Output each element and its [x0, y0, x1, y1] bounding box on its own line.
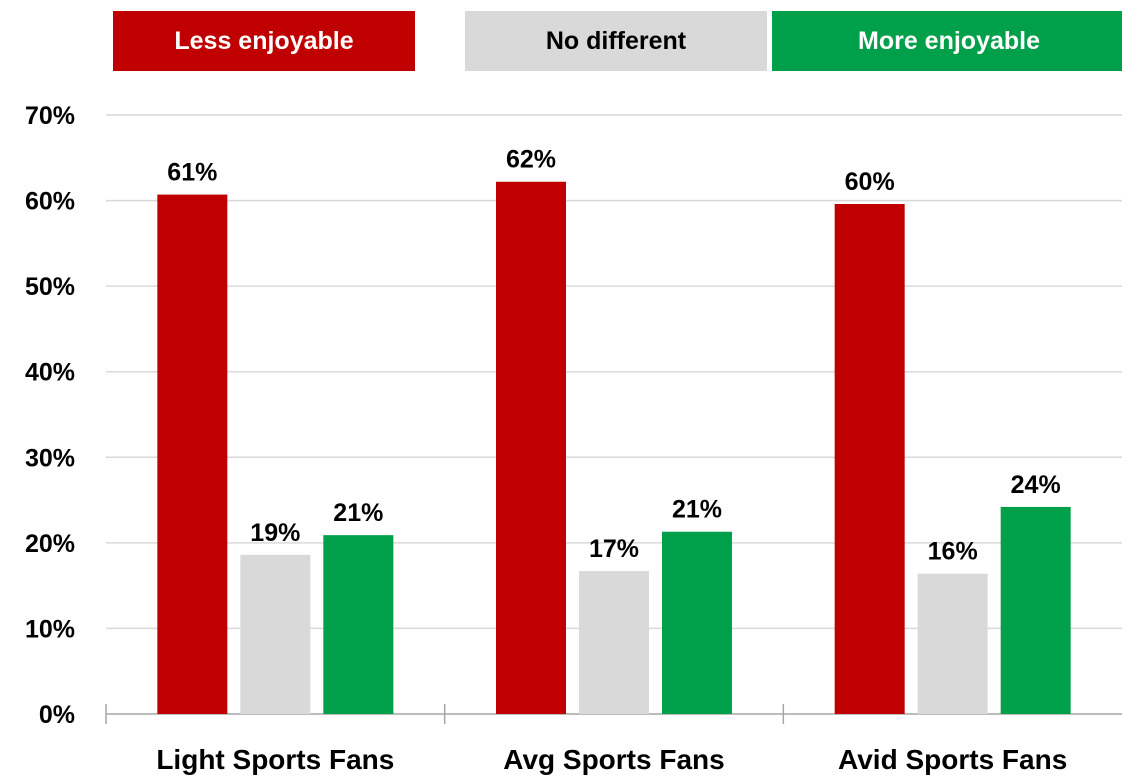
data-label: 16% — [928, 538, 978, 566]
data-label: 19% — [250, 519, 300, 547]
y-tick-label: 20% — [25, 530, 75, 558]
y-tick-label: 30% — [25, 444, 75, 472]
data-label: 21% — [672, 496, 722, 524]
bar — [579, 571, 649, 714]
data-label: 24% — [1011, 471, 1061, 499]
y-tick-label: 0% — [39, 701, 75, 729]
bar — [918, 574, 988, 714]
data-label: 61% — [167, 159, 217, 187]
bar — [1001, 507, 1071, 714]
y-tick-label: 50% — [25, 273, 75, 301]
x-tick-label: Light Sports Fans — [156, 744, 394, 775]
data-label: 21% — [333, 499, 383, 527]
bar — [496, 182, 566, 714]
data-label: 60% — [845, 168, 895, 196]
y-tick-label: 10% — [25, 615, 75, 643]
y-tick-label: 40% — [25, 359, 75, 387]
data-label: 62% — [506, 146, 556, 174]
x-tick-label: Avg Sports Fans — [503, 744, 724, 775]
data-label: 17% — [589, 535, 639, 563]
y-tick-label: 60% — [25, 188, 75, 216]
y-tick-label: 70% — [25, 102, 75, 130]
bar — [157, 195, 227, 714]
bar — [323, 535, 393, 714]
x-tick-label: Avid Sports Fans — [838, 744, 1067, 775]
bar — [240, 555, 310, 714]
bar — [662, 532, 732, 714]
bar — [835, 204, 905, 714]
